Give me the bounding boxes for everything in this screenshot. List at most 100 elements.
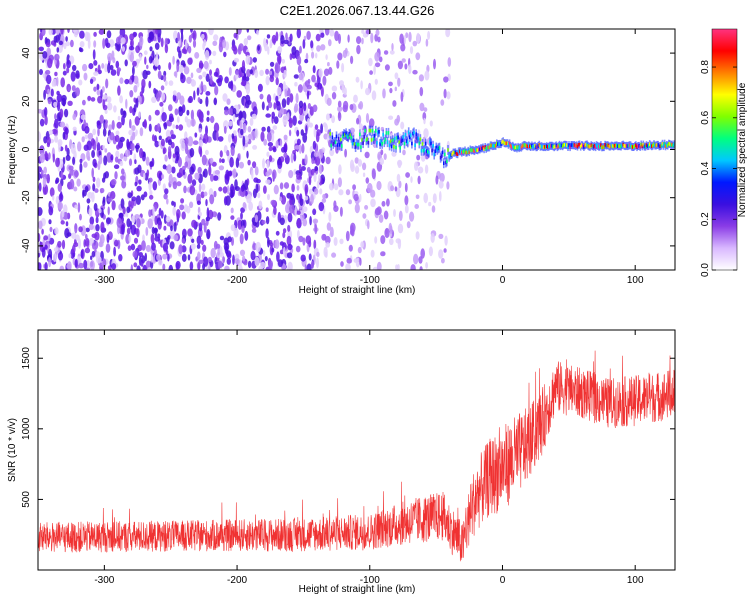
spectrogram-noise-blob — [129, 106, 133, 114]
spectrogram-noise-blob — [138, 179, 142, 185]
spectrogram-noise-blob — [374, 236, 378, 244]
spectrogram-carrier-mark — [446, 159, 448, 164]
spectrogram-noise-blob — [389, 50, 395, 55]
spectrogram-noise-blob — [296, 172, 302, 180]
spectrogram-carrier-mark — [506, 141, 509, 145]
spectrogram-noise-blob — [279, 241, 284, 246]
spectrogram-noise-blob — [264, 256, 268, 262]
spectrogram-carrier-mark — [566, 143, 568, 147]
spectrogram-noise-blob — [210, 115, 215, 124]
spectrogram-carrier-mark — [488, 145, 491, 150]
spectrogram-noise-blob — [176, 92, 182, 100]
spectrogram-noise-blob — [267, 142, 274, 147]
spectrogram-y-tick-label: -40 — [21, 238, 32, 253]
spectrogram-noise-blob — [338, 189, 344, 196]
spectrogram-noise-blob — [143, 120, 147, 129]
spectrogram-noise-blob — [148, 56, 153, 64]
spectrogram-noise-blob — [53, 101, 58, 108]
spectrogram-noise-blob — [80, 249, 84, 259]
spectrogram-noise-blob — [84, 125, 90, 134]
spectrogram-carrier-mark — [330, 143, 332, 148]
spectrogram-noise-blob — [52, 195, 55, 201]
spectrogram-noise-blob — [60, 77, 65, 88]
spectrogram-noise-blob — [347, 34, 350, 43]
spectrogram-noise-blob — [45, 152, 49, 160]
spectrogram-noise-blob — [57, 240, 62, 248]
spectrogram-carrier-mark — [610, 143, 613, 148]
spectrogram-noise-blob — [211, 161, 217, 167]
spectrogram-noise-blob — [144, 252, 147, 262]
spectrogram-noise-blob — [119, 153, 124, 160]
spectrogram-noise-blob — [313, 239, 317, 250]
spectrogram-noise-blob — [208, 29, 214, 36]
spectrogram-noise-blob — [91, 192, 95, 203]
spectrogram-noise-blob — [418, 74, 424, 82]
spectrogram-noise-blob — [266, 94, 272, 104]
spectrogram-noise-blob — [386, 198, 390, 207]
spectrogram-carrier-mark — [504, 141, 507, 146]
spectrogram-carrier-mark — [513, 145, 515, 150]
spectrogram-noise-blob — [135, 45, 141, 54]
spectrogram-noise-blob — [254, 214, 259, 223]
spectrogram-noise-blob — [151, 134, 155, 142]
spectrogram-carrier-mark — [520, 145, 523, 150]
spectrogram-noise-blob — [223, 237, 229, 246]
spectrogram-noise-blob — [126, 218, 131, 228]
spectrogram-carrier-mark — [493, 143, 496, 148]
spectrogram-noise-blob — [349, 159, 355, 171]
spectrogram-carrier-mark — [444, 152, 446, 157]
spectrogram-x-ticks: -300 -200 -100 0 100 — [94, 29, 644, 286]
spectrogram-carrier-mark — [599, 144, 601, 149]
spectrogram-noise-blob — [322, 122, 327, 128]
spectrogram-noise-blob — [230, 80, 234, 91]
spectrogram-noise-blob — [149, 190, 153, 196]
spectrogram-noise-blob — [41, 228, 44, 235]
spectrogram-noise-blob — [198, 75, 203, 80]
spectrogram-noise-blob — [144, 56, 147, 65]
spectrogram-noise-blob — [93, 31, 97, 37]
spectrogram-noise-blob — [354, 157, 359, 164]
spectrogram-y-tick-label: 0 — [21, 146, 32, 152]
spectrogram-noise-blob — [247, 126, 252, 133]
spectrogram-noise-blob — [296, 129, 300, 137]
spectrogram-carrier-mark — [505, 141, 508, 146]
spectrogram-noise-blob — [158, 259, 163, 266]
spectrogram-noise-blob — [198, 211, 202, 217]
spectrogram-noise-blob — [157, 220, 162, 230]
spectrogram-carrier-mark — [653, 142, 655, 146]
spectrogram-noise-blob — [397, 264, 400, 270]
spectrogram-noise-blob — [261, 126, 266, 132]
spectrogram-noise-blob — [284, 88, 288, 98]
spectrogram-carrier-mark — [461, 150, 463, 155]
spectrogram-carrier-mark — [497, 142, 499, 146]
spectrogram-noise-blob — [79, 213, 82, 221]
spectrogram-noise-blob — [423, 117, 426, 125]
spectrogram-y-axis-label: Frequency (Hz) — [7, 116, 18, 185]
spectrogram-noise-blob — [345, 263, 351, 270]
spectrogram-carrier-mark — [606, 143, 609, 147]
spectrogram-noise-blob — [336, 60, 340, 69]
spectrogram-carrier-mark — [420, 148, 423, 153]
spectrogram-noise-blob — [139, 53, 142, 61]
spectrogram-noise-blob — [72, 113, 77, 121]
spectrogram-carrier-mark — [553, 145, 555, 149]
spectrogram-noise-blob — [56, 76, 59, 87]
spectrogram-carrier-mark — [514, 146, 516, 150]
spectrogram-noise-blob — [76, 178, 81, 187]
spectrogram-noise-blob — [230, 207, 234, 214]
colorbar-tick-label: 0.0 — [700, 263, 711, 277]
spectrogram-noise-blob — [322, 75, 327, 86]
spectrogram-noise-blob — [388, 81, 393, 87]
spectrogram-noise-blob — [293, 105, 298, 114]
spectrogram-noise-blob — [142, 69, 148, 80]
spectrogram-noise-blob — [122, 156, 128, 161]
spectrogram-noise-blob — [312, 65, 316, 74]
spectrogram-noise-blob — [268, 101, 273, 109]
spectrogram-carrier-mark — [590, 143, 593, 147]
spectrogram-noise-blob — [265, 228, 269, 239]
spectrogram-carrier-mark — [664, 144, 667, 149]
spectrogram-carrier-mark — [390, 144, 393, 149]
spectrogram-noise-blob — [297, 84, 303, 93]
spectrogram-carrier-mark — [560, 143, 563, 148]
spectrogram-noise-blob — [157, 64, 161, 71]
